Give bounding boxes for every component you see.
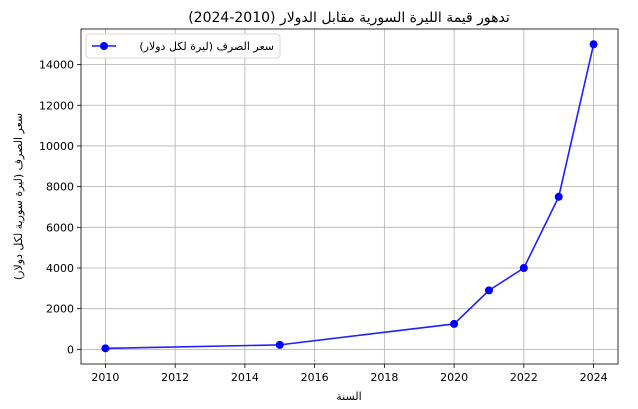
y-axis-label: سعر الصرف (ليرة سورية لكل دولار) bbox=[12, 113, 25, 280]
legend-box bbox=[85, 33, 281, 59]
y-tick-label: 10000 bbox=[39, 140, 74, 153]
y-tick-label: 4000 bbox=[46, 262, 74, 275]
y-tick-label: 12000 bbox=[39, 99, 74, 112]
plot-frame bbox=[80, 28, 619, 365]
series-layer bbox=[101, 40, 598, 353]
data-point bbox=[450, 319, 459, 328]
x-axis-label: السنة bbox=[336, 390, 361, 403]
data-point bbox=[275, 340, 284, 349]
y-tick-label: 6000 bbox=[46, 221, 74, 234]
grid-layer bbox=[81, 29, 618, 364]
data-point bbox=[554, 192, 563, 201]
x-tick-label: 2020 bbox=[440, 371, 468, 384]
x-tick-label: 2014 bbox=[231, 371, 259, 384]
series-line bbox=[105, 44, 595, 350]
data-point bbox=[484, 286, 493, 295]
chart-title: تدهور قيمة الليرة السورية مقابل الدولار … bbox=[188, 10, 510, 26]
x-tick-label: 2024 bbox=[580, 371, 608, 384]
data-point bbox=[101, 344, 110, 353]
legend: سعر الصرف (ليرة لكل دولار) bbox=[85, 33, 281, 59]
x-tick-label: 2018 bbox=[370, 371, 398, 384]
tick-layer: 2010 2012 2014 2016 2018 2020 2022 2024 0 2000 400… bbox=[39, 59, 608, 384]
data-point bbox=[519, 263, 528, 272]
x-tick-label: 2010 bbox=[91, 371, 119, 384]
x-tick-label: 2012 bbox=[161, 371, 189, 384]
data-point bbox=[589, 40, 598, 49]
y-tick-label: 8000 bbox=[46, 181, 74, 194]
y-tick-label: 0 bbox=[67, 343, 74, 356]
legend-marker-swatch bbox=[100, 42, 108, 50]
y-tick-label: 2000 bbox=[46, 303, 74, 316]
legend-entry-label: سعر الصرف (ليرة لكل دولار) bbox=[139, 40, 274, 53]
y-tick-label: 14000 bbox=[39, 59, 74, 72]
x-tick-label: 2022 bbox=[510, 371, 538, 384]
x-tick-label: 2016 bbox=[301, 371, 329, 384]
